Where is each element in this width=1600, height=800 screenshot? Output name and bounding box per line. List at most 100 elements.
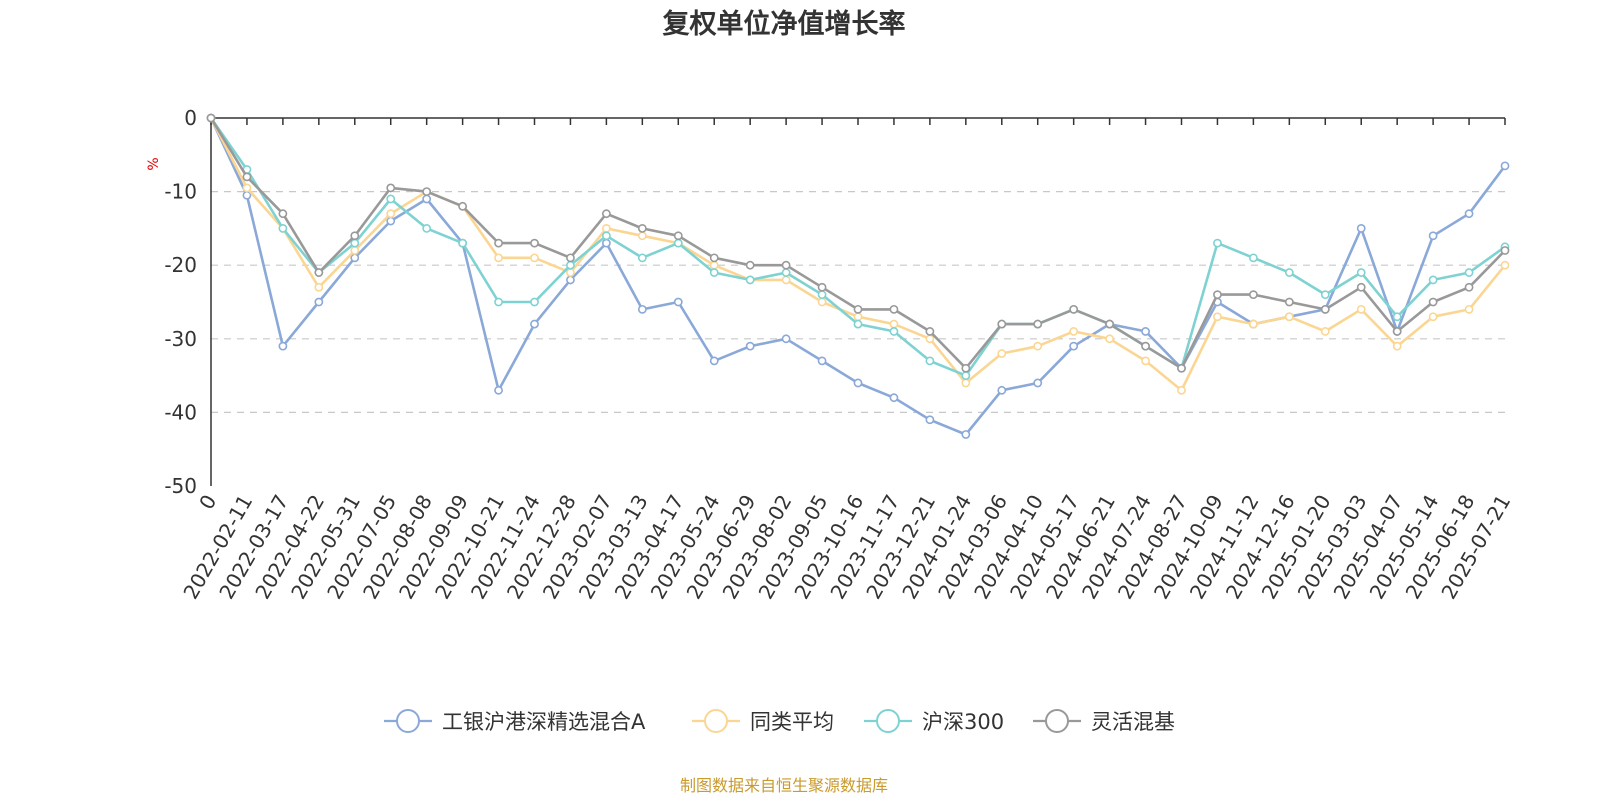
data-point [1464, 209, 1474, 219]
data-point [422, 187, 432, 196]
data-point [1428, 297, 1438, 307]
data-point [745, 275, 755, 285]
data-point [709, 260, 719, 270]
legend-item[interactable]: 工银沪港深精选混合A [384, 709, 646, 734]
y-tick-label: 0 [184, 106, 197, 130]
legend[interactable]: 工银沪港深精选混合A 同类平均 沪深300 灵活混基 [384, 709, 1175, 734]
data-point [530, 297, 539, 307]
series-line [209, 117, 1506, 370]
data-point [1141, 341, 1150, 351]
data-point [1248, 319, 1258, 329]
data-point [961, 363, 971, 373]
data-point [637, 304, 647, 314]
legend-circle-icon [396, 709, 420, 733]
data-point [494, 297, 503, 307]
data-point [781, 334, 791, 344]
data-point [673, 231, 683, 241]
data-point [745, 341, 755, 351]
data-point [673, 297, 683, 307]
data-point [458, 201, 468, 211]
data-point [817, 356, 827, 366]
y-tick-labels: 0 -10 -20 -30 -40 -50 [164, 106, 197, 498]
series-4 [206, 113, 1510, 373]
data-point [1356, 282, 1366, 292]
y-axis-unit-label: % [146, 157, 162, 170]
data-point [1320, 327, 1330, 336]
data-point [530, 238, 539, 248]
data-point [1464, 304, 1474, 314]
y-tick-label: -40 [164, 400, 197, 424]
source-note: 制图数据来自恒生聚源数据库 [680, 776, 888, 795]
series-3 [206, 113, 1510, 380]
data-point [1105, 334, 1115, 344]
data-point [1464, 282, 1474, 292]
data-point [673, 238, 683, 248]
data-point [278, 209, 288, 219]
data-point [1356, 223, 1366, 233]
y-tick-label: -30 [164, 327, 197, 351]
data-point [1069, 304, 1079, 314]
data-point [601, 238, 611, 248]
data-point [1033, 341, 1043, 351]
data-point [961, 371, 971, 380]
data-point [350, 231, 360, 241]
data-point [458, 238, 468, 248]
data-point [494, 385, 503, 395]
data-point [1105, 319, 1115, 329]
data-point [637, 231, 647, 241]
data-point [1141, 356, 1150, 366]
y-tick-label: -50 [164, 474, 197, 498]
data-point [350, 246, 360, 255]
data-point [853, 378, 863, 388]
legend-item[interactable]: 同类平均 [692, 709, 834, 734]
legend-item[interactable]: 灵活混基 [1033, 709, 1175, 734]
data-point [314, 297, 324, 307]
data-point [1177, 385, 1186, 395]
series-line [209, 117, 1507, 392]
data-point [925, 356, 935, 366]
data-point [637, 223, 647, 233]
series-1 [206, 113, 1510, 439]
data-point [709, 356, 719, 366]
legend-item[interactable]: 沪深300 [864, 709, 1004, 734]
data-point [601, 231, 611, 241]
data-point [853, 312, 863, 322]
data-point [997, 349, 1007, 358]
data-point [1500, 246, 1510, 255]
y-tick-label: -10 [164, 180, 197, 204]
data-point [1356, 268, 1366, 277]
chart-title: 复权单位净值增长率 [663, 8, 906, 40]
data-point [853, 304, 863, 314]
data-point [530, 319, 539, 329]
data-point [1284, 268, 1294, 277]
data-point [925, 334, 935, 344]
data-point [781, 268, 791, 277]
data-point [745, 260, 755, 270]
data-point [961, 378, 971, 388]
data-point [386, 209, 396, 219]
data-point [314, 282, 324, 292]
x-tick-labels: 02022-02-112022-03-172022-04-222022-05-3… [178, 491, 1515, 604]
data-point [925, 415, 935, 425]
data-point [1248, 253, 1258, 263]
data-point [781, 275, 791, 285]
data-point [530, 253, 539, 263]
data-point [386, 183, 396, 193]
data-point [422, 223, 432, 233]
series-lines [206, 113, 1510, 439]
legend-circle-icon [1045, 709, 1069, 733]
data-point [206, 113, 216, 123]
data-point [1033, 319, 1043, 329]
data-point [925, 327, 935, 336]
data-point [242, 183, 252, 193]
series-line [209, 117, 1506, 377]
x-tick-label: 0 [194, 491, 221, 514]
y-tick-label: -20 [164, 253, 197, 277]
data-point [494, 253, 503, 263]
data-point [637, 253, 647, 263]
data-point [817, 297, 827, 307]
data-point [1320, 290, 1330, 300]
data-point [314, 268, 324, 277]
axes [210, 117, 1506, 486]
